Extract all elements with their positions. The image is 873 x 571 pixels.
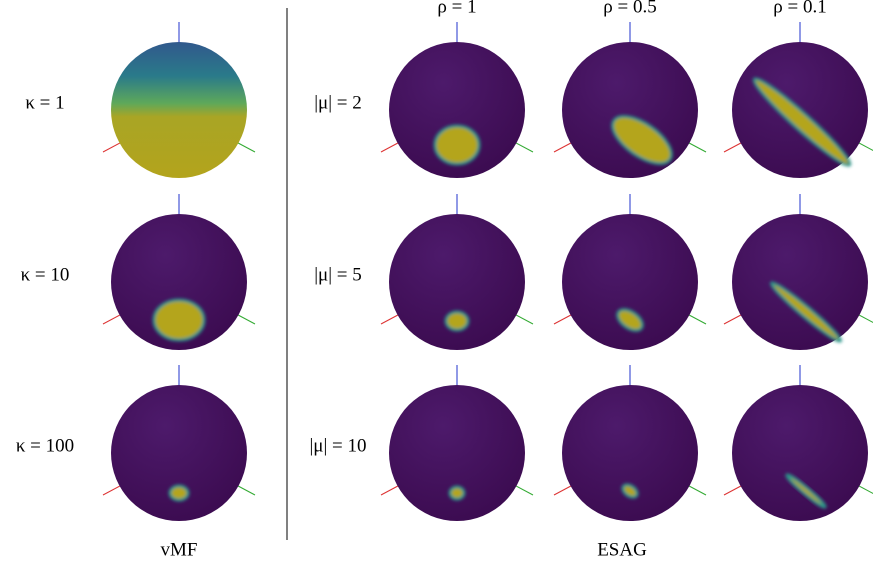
sphere-body [389, 42, 525, 178]
sphere [102, 194, 256, 350]
sphere-body [562, 385, 698, 521]
density-blob [785, 473, 827, 509]
caption: ESAG [597, 539, 647, 560]
sphere [723, 22, 873, 178]
sphere [723, 194, 873, 350]
sphere-body [111, 42, 247, 178]
density-blob [621, 483, 639, 499]
density-blob [616, 308, 644, 332]
sphere [380, 365, 534, 521]
sphere [102, 365, 256, 521]
column-label: ρ = 0.1 [773, 0, 826, 17]
density-blob [168, 484, 190, 502]
row-label: |μ| = 5 [314, 264, 362, 285]
row-label: |μ| = 2 [314, 92, 362, 113]
sphere-body [389, 214, 525, 350]
sphere [553, 194, 707, 350]
sphere-body [111, 214, 247, 350]
sphere [380, 194, 534, 350]
sphere-body [389, 385, 525, 521]
column-label: ρ = 1 [437, 0, 476, 17]
sphere [553, 22, 707, 178]
row-label: |μ| = 10 [309, 435, 366, 456]
sphere-body [732, 385, 868, 521]
sphere [380, 22, 534, 178]
density-blob [611, 115, 673, 165]
density-blob [448, 485, 466, 501]
row-label: κ = 1 [25, 92, 64, 113]
column-label: ρ = 0.5 [603, 0, 656, 17]
sphere-body [562, 42, 698, 178]
sphere-body [111, 385, 247, 521]
sphere-body [562, 214, 698, 350]
sphere [723, 365, 873, 521]
sphere-body [732, 214, 868, 350]
density-blob [769, 281, 843, 343]
row-label: κ = 10 [21, 264, 70, 285]
density-blob [152, 298, 206, 342]
sphere [553, 365, 707, 521]
caption: vMF [161, 539, 198, 560]
density-blob [444, 310, 470, 332]
density-blob [752, 77, 852, 167]
density-blob [433, 124, 481, 166]
sphere [102, 22, 256, 178]
row-label: κ = 100 [16, 435, 74, 456]
